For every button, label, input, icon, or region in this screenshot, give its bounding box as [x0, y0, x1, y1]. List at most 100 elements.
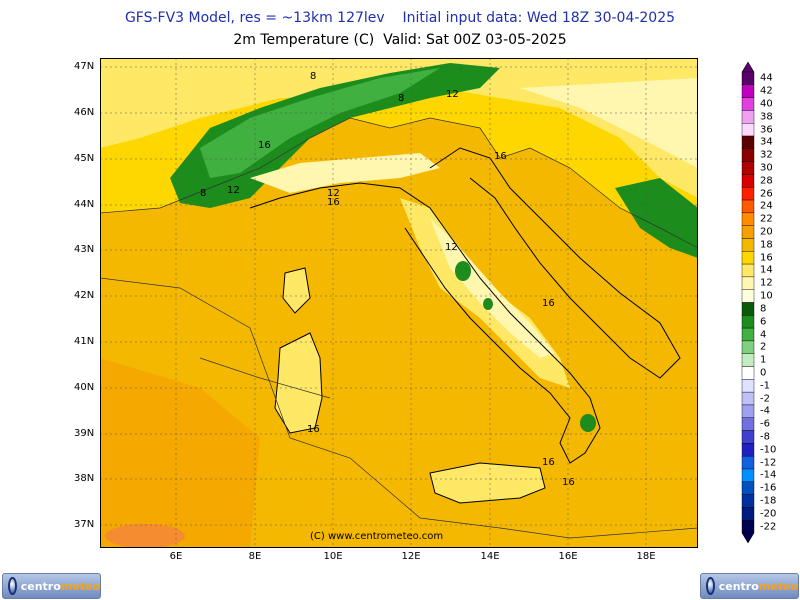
legend-label: 32 [760, 149, 773, 161]
legend-label: 18 [760, 239, 773, 251]
legend-label: -4 [760, 405, 770, 417]
legend-label: -14 [760, 469, 777, 481]
legend-swatch [741, 199, 755, 214]
legend-swatch [741, 251, 755, 265]
lon-label: 12E [401, 551, 421, 562]
legend-swatch [741, 110, 755, 124]
legend-swatch [741, 71, 755, 86]
legend-swatch [741, 366, 755, 380]
contour-label: 16 [258, 140, 271, 151]
legend-swatch [741, 225, 755, 239]
legend-label: -12 [760, 457, 777, 469]
contour-label: 8 [200, 188, 206, 199]
globe-icon [8, 577, 17, 595]
contour-label: 16 [494, 151, 507, 162]
legend-swatch [741, 187, 755, 201]
legend-label: -16 [760, 482, 777, 494]
lat-label: 40N [74, 382, 95, 393]
legend-label: 26 [760, 188, 773, 200]
legend-label: 42 [760, 85, 773, 97]
legend-swatch [741, 276, 755, 290]
contour-label: 16 [562, 477, 575, 488]
contour-label: 16 [307, 424, 320, 435]
legend-label: -6 [760, 418, 770, 430]
legend-swatch [741, 353, 755, 367]
legend-swatch [741, 417, 755, 431]
lon-label: 18E [636, 551, 656, 562]
watermark: (C) www.centrometeo.com [310, 531, 443, 542]
legend-label: -2 [760, 393, 770, 405]
contour-label: 12 [446, 89, 459, 100]
legend-label: 12 [760, 277, 773, 289]
centrometeo-logo[interactable]: centrometeo [700, 573, 799, 599]
legend-swatch [741, 379, 755, 393]
legend-label: 36 [760, 124, 773, 136]
lon-label: 8E [248, 551, 262, 562]
lat-label: 46N [74, 107, 95, 118]
legend-swatch [741, 455, 755, 470]
legend-swatch [741, 327, 755, 342]
contour-label: 12 [445, 242, 458, 253]
legend-label: 44 [760, 72, 773, 84]
globe-icon [706, 577, 715, 595]
legend-label: 2 [760, 341, 767, 353]
legend-swatch [741, 507, 755, 521]
contour-label: 16 [542, 298, 555, 309]
contour-label: 8 [398, 93, 404, 104]
legend-swatch [741, 481, 755, 495]
legend-label: 14 [760, 264, 773, 276]
legend-swatch [741, 289, 755, 303]
model-title: GFS-FV3 Model, res = ~13km 127lev Initia… [124, 10, 676, 26]
legend-label: 22 [760, 213, 773, 225]
lat-label: 38N [74, 473, 95, 484]
legend-label: 4 [760, 329, 767, 340]
color-legend [741, 61, 755, 544]
legend-label: -22 [760, 521, 777, 533]
legend-swatch [741, 494, 755, 508]
legend-label: -1 [760, 380, 770, 392]
legend-label: 34 [760, 136, 773, 148]
legend-swatch [741, 443, 755, 457]
legend-label: 0 [760, 367, 767, 379]
legend-label: -8 [760, 431, 770, 443]
legend-label: 28 [760, 175, 773, 187]
contour-label: 8 [310, 71, 316, 82]
lat-label: 44N [74, 199, 95, 210]
legend-swatch [741, 148, 755, 162]
legend-label: -18 [760, 495, 777, 507]
temperature-map: 8 8 8 12 12 12 12 16 16 16 16 16 16 16 (… [100, 58, 698, 548]
centrometeo-logo[interactable]: centrometeo [2, 573, 101, 599]
legend-label: 30 [760, 162, 773, 174]
legend-label: 16 [760, 252, 773, 264]
legend-swatch [741, 391, 755, 406]
legend-swatch [741, 468, 755, 482]
lon-label: 10E [323, 551, 343, 562]
lon-label: 16E [558, 551, 578, 562]
legend-swatch [741, 430, 755, 444]
legend-swatch [741, 519, 755, 534]
field-title: 2m Temperature (C) Valid: Sat 00Z 03-05-… [233, 32, 567, 48]
legend-swatch [741, 161, 755, 175]
legend-label: 8 [760, 303, 767, 315]
legend-arrow-top [741, 61, 755, 73]
legend-swatch [741, 238, 755, 252]
legend-label: 20 [760, 226, 773, 238]
legend-label: 38 [760, 111, 773, 123]
lat-label: 43N [74, 244, 95, 255]
legend-label: 24 [760, 200, 773, 212]
lat-label: 39N [74, 428, 95, 439]
legend-label: -20 [760, 508, 777, 520]
logo-text: centrometeo [718, 579, 798, 593]
legend-swatch [741, 174, 755, 188]
legend-swatch [741, 340, 755, 354]
legend-swatch [741, 123, 755, 137]
legend-swatch [741, 315, 755, 329]
lat-label: 45N [74, 153, 95, 164]
legend-swatch [741, 97, 755, 111]
lat-label: 37N [74, 519, 95, 530]
legend-label: -10 [760, 444, 777, 456]
legend-label: 40 [760, 98, 773, 110]
legend-swatch [741, 84, 755, 98]
contour-label: 12 [327, 188, 340, 199]
legend-swatch [741, 404, 755, 418]
